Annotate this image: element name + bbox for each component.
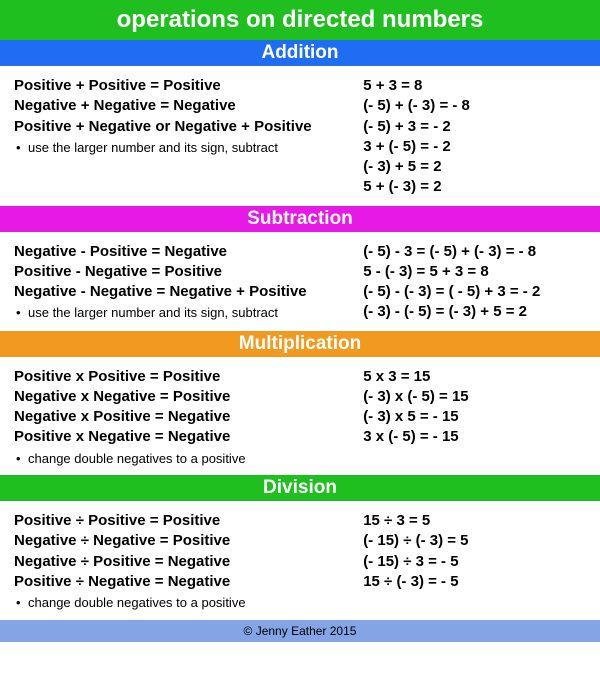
- example-line: (- 3) x (- 5) = 15: [363, 387, 586, 407]
- rule-line: Negative x Positive = Negative: [14, 407, 357, 427]
- example-line: (- 3) + 5 = 2: [363, 157, 586, 177]
- examples-column: (- 5) - 3 = (- 5) + (- 3) = - 85 - (- 3)…: [357, 242, 586, 323]
- rules-column: Negative - Positive = NegativePositive -…: [14, 242, 357, 323]
- rule-line: Positive - Negative = Positive: [14, 262, 357, 282]
- rule-note: change double negatives to a positive: [14, 450, 357, 468]
- example-line: (- 5) + (- 3) = - 8: [363, 96, 586, 116]
- section-body-division: Positive ÷ Positive = PositiveNegative ÷…: [0, 501, 600, 620]
- example-line: 5 + (- 3) = 2: [363, 177, 586, 197]
- example-line: 5 - (- 3) = 5 + 3 = 8: [363, 262, 586, 282]
- example-line: (- 15) ÷ (- 3) = 5: [363, 531, 586, 551]
- rule-line: Positive x Negative = Negative: [14, 427, 357, 447]
- footer-credit: © Jenny Eather 2015: [0, 620, 600, 642]
- infographic-root: operations on directed numbersAddition Po…: [0, 0, 600, 642]
- example-line: 3 x (- 5) = - 15: [363, 427, 586, 447]
- example-line: 5 + 3 = 8: [363, 76, 586, 96]
- rule-line: Negative - Positive = Negative: [14, 242, 357, 262]
- rules-column: Positive x Positive = PositiveNegative x…: [14, 367, 357, 468]
- example-line: 3 + (- 5) = - 2: [363, 137, 586, 157]
- example-line: 5 x 3 = 15: [363, 367, 586, 387]
- rules-column: Positive + Positive = PositiveNegative +…: [14, 76, 357, 198]
- main-title: operations on directed numbers: [0, 0, 600, 40]
- example-line: (- 3) - (- 5) = (- 3) + 5 = 2: [363, 302, 586, 322]
- rule-line: Negative + Negative = Negative: [14, 96, 357, 116]
- section-header-addition: Addition: [0, 40, 600, 66]
- example-line: (- 15) ÷ 3 = - 5: [363, 552, 586, 572]
- rule-note: use the larger number and its sign, subt…: [14, 139, 357, 157]
- rule-line: Negative - Negative = Negative + Positiv…: [14, 282, 357, 302]
- rule-line: Negative ÷ Negative = Positive: [14, 531, 357, 551]
- section-body-addition: Positive + Positive = PositiveNegative +…: [0, 66, 600, 206]
- section-header-multiplication: Multiplication: [0, 331, 600, 357]
- example-line: 15 ÷ (- 3) = - 5: [363, 572, 586, 592]
- rule-line: Negative x Negative = Positive: [14, 387, 357, 407]
- rule-note: change double negatives to a positive: [14, 594, 357, 612]
- section-header-division: Division: [0, 475, 600, 501]
- section-header-subtraction: Subtraction: [0, 206, 600, 232]
- examples-column: 5 x 3 = 15(- 3) x (- 5) = 15(- 3) x 5 = …: [357, 367, 586, 468]
- rule-line: Positive + Positive = Positive: [14, 76, 357, 96]
- rule-line: Positive + Negative or Negative + Positi…: [14, 117, 357, 137]
- examples-column: 5 + 3 = 8(- 5) + (- 3) = - 8(- 5) + 3 = …: [357, 76, 586, 198]
- example-line: (- 5) - (- 3) = ( - 5) + 3 = - 2: [363, 282, 586, 302]
- rules-column: Positive ÷ Positive = PositiveNegative ÷…: [14, 511, 357, 612]
- example-line: (- 3) x 5 = - 15: [363, 407, 586, 427]
- example-line: (- 5) - 3 = (- 5) + (- 3) = - 8: [363, 242, 586, 262]
- rule-note: use the larger number and its sign, subt…: [14, 304, 357, 322]
- rule-line: Positive x Positive = Positive: [14, 367, 357, 387]
- example-line: 15 ÷ 3 = 5: [363, 511, 586, 531]
- example-line: (- 5) + 3 = - 2: [363, 117, 586, 137]
- section-body-multiplication: Positive x Positive = PositiveNegative x…: [0, 357, 600, 476]
- examples-column: 15 ÷ 3 = 5(- 15) ÷ (- 3) = 5(- 15) ÷ 3 =…: [357, 511, 586, 612]
- section-body-subtraction: Negative - Positive = NegativePositive -…: [0, 232, 600, 331]
- rule-line: Positive ÷ Positive = Positive: [14, 511, 357, 531]
- rule-line: Positive ÷ Negative = Negative: [14, 572, 357, 592]
- rule-line: Negative ÷ Positive = Negative: [14, 552, 357, 572]
